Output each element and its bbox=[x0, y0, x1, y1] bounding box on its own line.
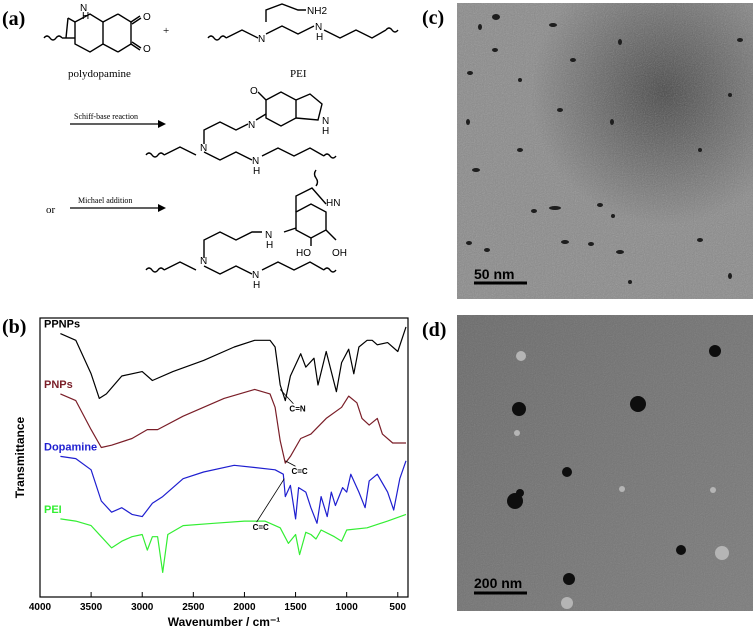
annotation-layer: C=N C=C C=C bbox=[253, 389, 308, 532]
polydopamine-label: polydopamine bbox=[68, 68, 131, 80]
scheme-panel: (a) H N O O polydopamine + N NH2 bbox=[2, 3, 399, 291]
schiff-nh-n: N bbox=[252, 156, 259, 167]
schiff-arrow-head bbox=[158, 120, 166, 128]
michael-product-structure bbox=[145, 169, 337, 275]
schiff-imine-n: N bbox=[248, 120, 255, 131]
schiff-nh-h: H bbox=[253, 166, 260, 177]
x-tick-label: 1000 bbox=[336, 602, 359, 613]
schiff-label: Schiff-base reaction bbox=[74, 112, 138, 121]
michael-ho-label: HO bbox=[296, 248, 311, 259]
x-axis-ticks: 4000 3500 3000 2500 2000 1500 1000 500 bbox=[29, 592, 407, 613]
x-axis-title: Wavenumber / cm⁻¹ bbox=[168, 615, 281, 629]
x-tick-label: 3000 bbox=[131, 602, 154, 613]
pei-structure bbox=[207, 3, 399, 41]
annotation-arrow bbox=[285, 460, 296, 467]
pei-n-label: N bbox=[258, 34, 265, 45]
oxo-label-2: O bbox=[143, 44, 151, 55]
plus-sign: + bbox=[163, 25, 169, 37]
michael-nh-n: N bbox=[265, 230, 272, 241]
michael-oh-label: OH bbox=[332, 248, 347, 259]
nh2-label: NH2 bbox=[307, 6, 327, 17]
michael-hn-label: HN bbox=[326, 198, 340, 209]
annotation-arrow bbox=[279, 389, 294, 405]
series-line-dopamine bbox=[60, 455, 407, 524]
series-line-pei bbox=[60, 513, 407, 574]
series-line-pnps bbox=[60, 388, 406, 464]
x-tick-label: 2500 bbox=[182, 602, 205, 613]
pei-h-label: H bbox=[316, 32, 323, 43]
x-tick-label: 500 bbox=[389, 602, 406, 613]
nh-n-label: N bbox=[80, 3, 87, 14]
polydopamine-structure bbox=[43, 13, 142, 53]
pei-nh-label: N bbox=[315, 22, 322, 33]
oxo-label-1: O bbox=[143, 12, 151, 23]
schiff-product-structure bbox=[145, 91, 337, 161]
scale-label-c: 50 nm bbox=[474, 266, 514, 282]
michael-nh-h: H bbox=[266, 240, 273, 251]
nh-label: H bbox=[82, 11, 89, 22]
schiff-o-label: O bbox=[250, 86, 258, 97]
series-label-ppnps: PPNPs bbox=[44, 319, 80, 331]
schiff-ring-n: N bbox=[322, 116, 329, 127]
michael-nh2-n: N bbox=[252, 270, 259, 281]
ftir-chart: 4000 3500 3000 2500 2000 1500 1000 500 PPNPs PNP… bbox=[13, 317, 409, 629]
tem-c-particles bbox=[466, 14, 743, 284]
panel-a-label: (a) bbox=[2, 8, 25, 30]
series-layer: PPNPs PNPs Dopamine PEI bbox=[44, 319, 407, 574]
michael-label: Michael addition bbox=[78, 196, 132, 205]
annotation-arrow bbox=[256, 478, 285, 523]
x-tick-label: 2000 bbox=[233, 602, 256, 613]
panel-d-label: (d) bbox=[422, 319, 446, 341]
tem-image-d: 200 nm (d) bbox=[422, 315, 753, 611]
x-tick-label: 4000 bbox=[29, 602, 52, 613]
schiff-ring-h: H bbox=[322, 126, 329, 137]
tem-d-bright-spots bbox=[514, 351, 729, 609]
series-line-ppnps bbox=[60, 326, 407, 402]
tem-d-particles bbox=[507, 345, 721, 585]
or-label: or bbox=[46, 204, 56, 216]
pei-label: PEI bbox=[290, 68, 307, 80]
y-axis-title: Transmittance bbox=[13, 416, 27, 498]
x-tick-label: 1500 bbox=[284, 602, 307, 613]
michael-nh2-h: H bbox=[253, 280, 260, 291]
michael-arrow-head bbox=[158, 204, 166, 212]
series-label-pnps: PNPs bbox=[44, 379, 73, 391]
tem-image-c: 50 nm (c) bbox=[422, 3, 753, 299]
series-label-dopamine: Dopamine bbox=[44, 441, 97, 453]
schiff-n-label: N bbox=[200, 143, 207, 154]
panel-b-label: (b) bbox=[2, 316, 26, 338]
plot-frame bbox=[39, 317, 409, 598]
scale-label-d: 200 nm bbox=[474, 575, 522, 591]
annotation-label: C=C bbox=[253, 523, 269, 532]
panel-c-label: (c) bbox=[422, 7, 444, 29]
x-tick-label: 3500 bbox=[80, 602, 103, 613]
series-label-pei: PEI bbox=[44, 504, 62, 516]
annotation-label: C=N bbox=[289, 405, 305, 414]
annotation-label: C=C bbox=[291, 467, 307, 476]
michael-n-label: N bbox=[200, 256, 207, 267]
